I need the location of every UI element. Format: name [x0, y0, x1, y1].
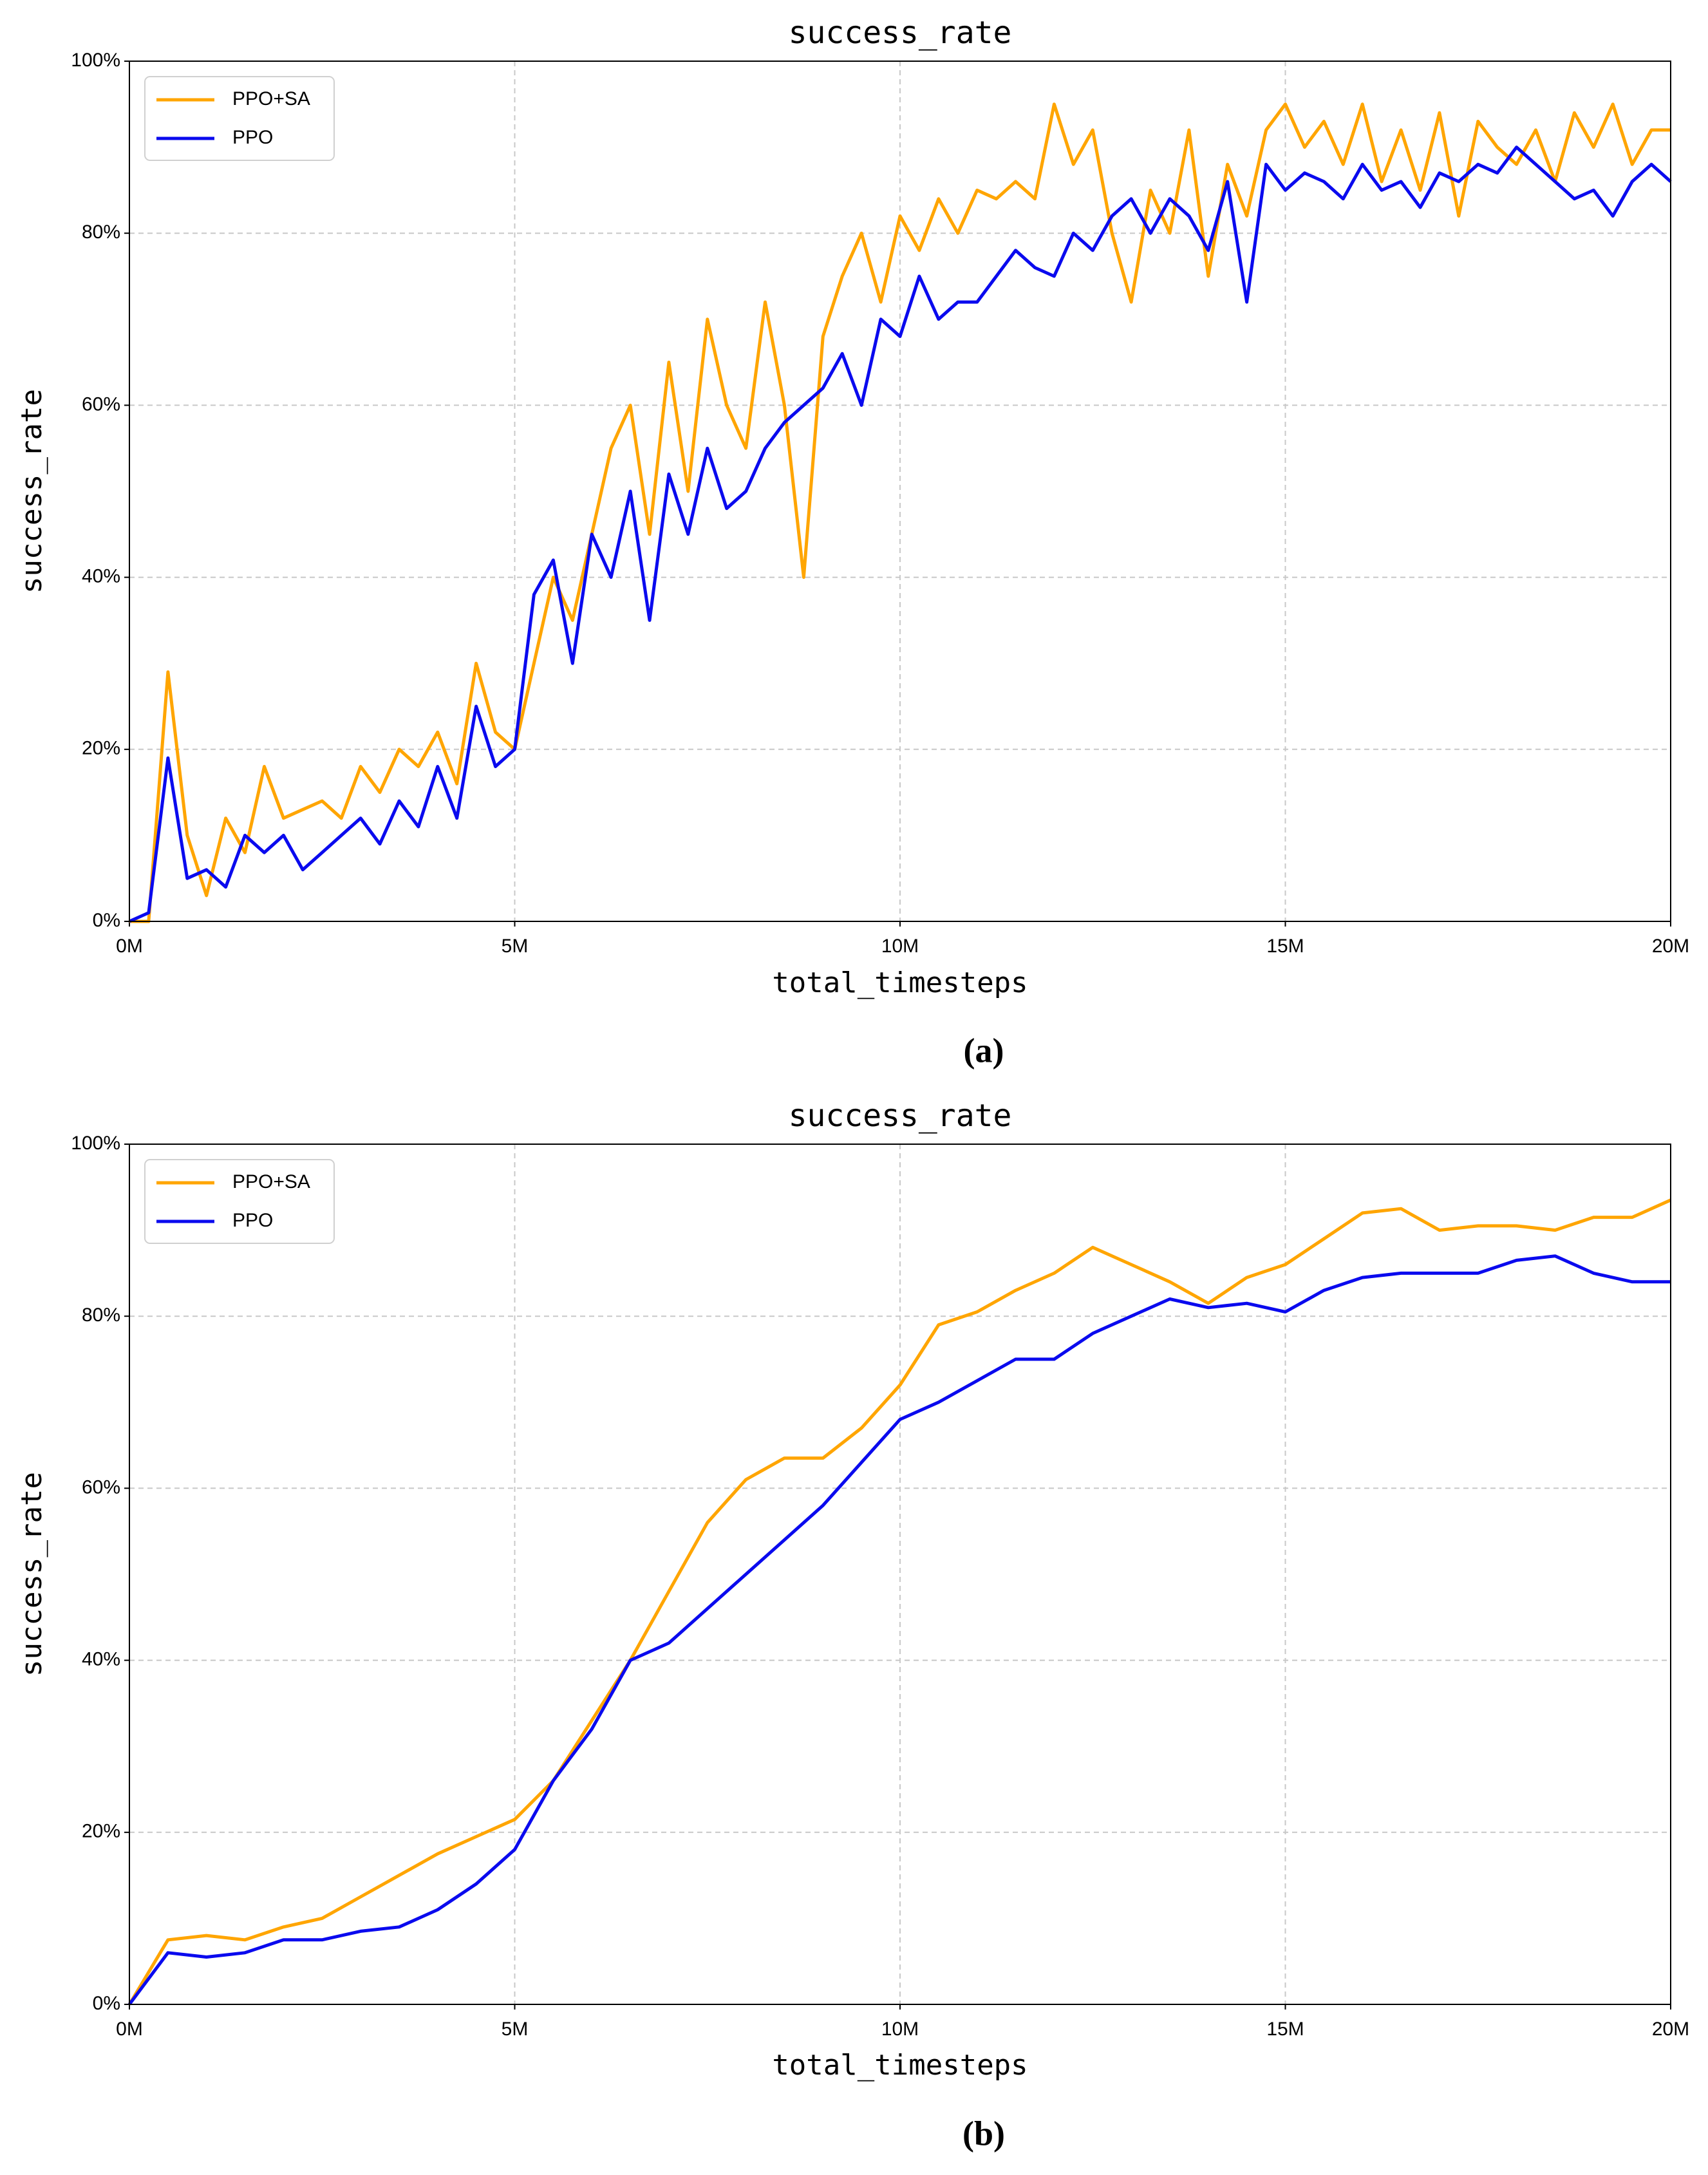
x-tick-label: 20M [1652, 936, 1689, 957]
y-tick-label: 0% [93, 1993, 120, 2014]
x-tick-label: 10M [881, 2019, 919, 2040]
series-line [127, 1198, 1672, 2006]
x-tick-label: 15M [1266, 936, 1304, 957]
y-tick-label: 40% [82, 1649, 120, 1670]
x-tick-label: 5M [502, 936, 529, 957]
x-tick-label: 20M [1652, 2019, 1689, 2040]
legend-label: PPO [232, 127, 273, 148]
series-line [128, 146, 1672, 923]
y-tick-label: 60% [82, 393, 120, 415]
x-axis-label: total_timesteps [772, 2049, 1028, 2082]
y-tick-label: 20% [82, 1821, 120, 1842]
y-tick-label: 80% [82, 1304, 120, 1326]
caption: (b) [962, 2114, 1005, 2152]
y-tick-label: 40% [82, 566, 120, 587]
plot-frame [129, 61, 1671, 922]
series-line [129, 102, 1671, 923]
y-tick-label: 60% [82, 1476, 120, 1498]
x-tick-label: 0M [116, 2019, 143, 2040]
legend-label: PPO+SA [232, 88, 310, 109]
x-tick-label: 15M [1266, 2019, 1304, 2040]
y-tick-label: 80% [82, 221, 120, 243]
legend-label: PPO+SA [232, 1171, 310, 1192]
chart-title: success_rate [789, 15, 1012, 51]
chart-title: success_rate [789, 1098, 1012, 1134]
y-tick-label: 100% [71, 1133, 120, 1154]
legend-label: PPO [232, 1210, 273, 1231]
caption: (a) [964, 1031, 1004, 1069]
x-tick-label: 10M [881, 936, 919, 957]
y-tick-label: 100% [71, 50, 120, 71]
x-tick-label: 0M [116, 936, 143, 957]
y-axis-label: success_rate [15, 389, 48, 594]
y-tick-label: 20% [82, 738, 120, 759]
y-axis-label: success_rate [15, 1472, 48, 1677]
x-axis-label: total_timesteps [772, 966, 1028, 999]
x-tick-label: 5M [502, 2019, 529, 2040]
plot-frame [129, 1144, 1671, 2005]
series-line [127, 1254, 1671, 2006]
y-tick-label: 0% [93, 910, 120, 931]
